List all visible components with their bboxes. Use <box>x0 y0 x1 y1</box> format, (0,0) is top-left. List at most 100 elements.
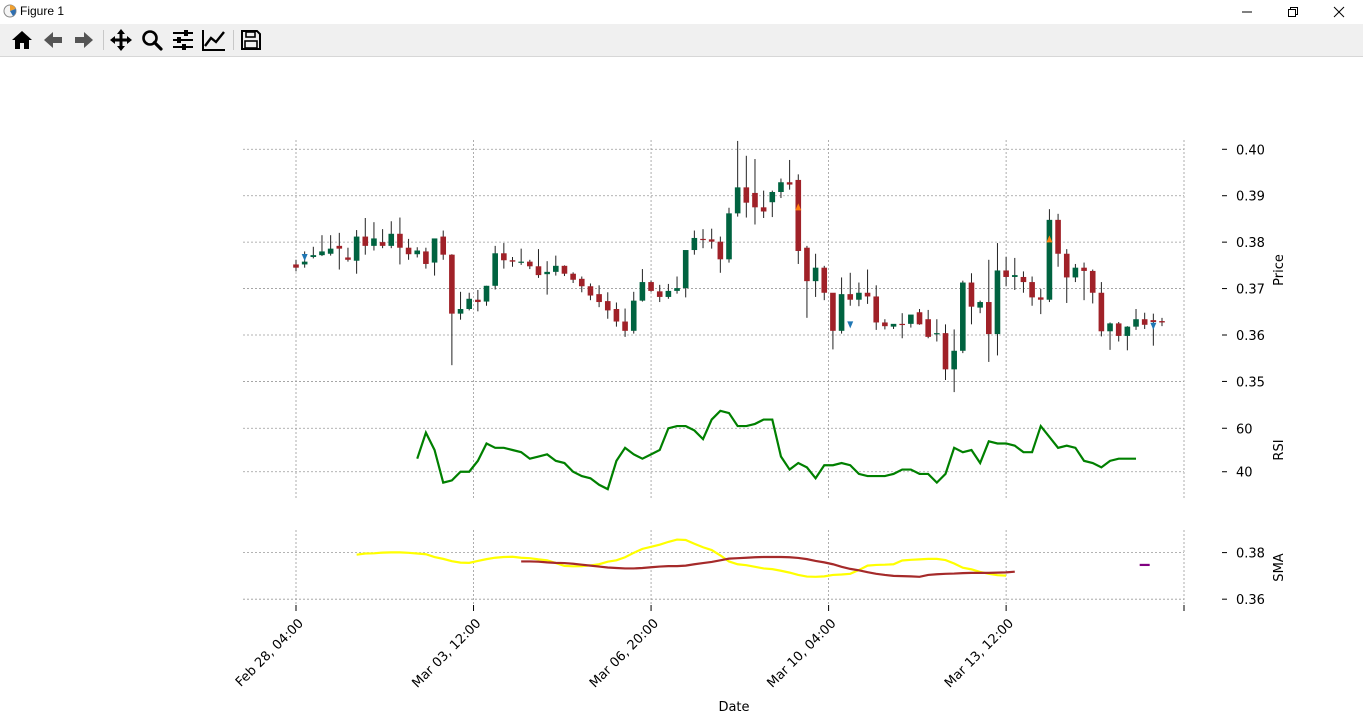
restore-button[interactable] <box>1270 0 1316 24</box>
sell-signal-marker <box>1046 235 1053 243</box>
candle-body <box>743 187 750 203</box>
rsi-series-line <box>416 409 1137 491</box>
y-axis-label: RSI <box>1272 439 1287 460</box>
candle-body <box>388 233 395 246</box>
line-chart-icon <box>202 30 225 51</box>
minimize-button[interactable] <box>1224 0 1270 24</box>
candle-body <box>899 323 905 326</box>
candle-body <box>440 236 447 255</box>
y-tick-label: 0.37 <box>1236 283 1265 298</box>
candle-body <box>700 238 706 241</box>
candle-body <box>405 247 412 255</box>
y-tick-label: 40 <box>1236 466 1253 481</box>
candle-body <box>501 253 507 261</box>
y-tick-label: 0.39 <box>1236 190 1265 205</box>
forward-button[interactable] <box>70 27 98 53</box>
x-axis-label: Date <box>718 700 749 715</box>
minimize-icon <box>1242 11 1252 13</box>
back-button[interactable] <box>39 27 67 53</box>
candle-body <box>674 288 680 291</box>
candle-body <box>449 254 455 314</box>
candle-body <box>778 182 784 192</box>
candle-body <box>856 292 862 300</box>
candle-body <box>1124 326 1131 336</box>
candle-body <box>838 294 845 331</box>
candle-body <box>431 238 438 263</box>
candle-body <box>518 261 524 263</box>
candle-body <box>457 309 464 314</box>
candle-body <box>310 255 317 257</box>
candle-body <box>1055 219 1061 254</box>
candle-body <box>1141 319 1148 325</box>
figure-canvas[interactable]: 0.35 0.36 0.37 0.38 0.39 0.40 Price 40 60 RSI 0.36… <box>0 57 1363 725</box>
title-bar: Figure 1 <box>0 0 1363 24</box>
candle-body <box>1150 320 1157 322</box>
candle-body <box>1089 270 1096 293</box>
candle-body <box>890 323 897 327</box>
candle-body <box>1115 323 1122 336</box>
candle-body <box>986 302 992 335</box>
candle-body <box>362 236 369 246</box>
candle-body <box>864 292 871 297</box>
candle-body <box>1037 297 1044 300</box>
candle-body <box>682 250 689 289</box>
navigation-toolbar <box>0 24 1363 57</box>
restore-icon <box>1288 7 1298 17</box>
candle-body <box>1046 219 1053 300</box>
candle-body <box>319 251 325 256</box>
candle-body <box>1063 253 1070 278</box>
candle-body <box>968 282 975 307</box>
candle-body <box>553 265 559 272</box>
zoom-button[interactable] <box>138 27 166 53</box>
candle-body <box>509 260 516 262</box>
candle-body <box>951 350 957 370</box>
save-button[interactable] <box>237 27 265 53</box>
candle-body <box>830 292 836 331</box>
candle-body <box>475 299 481 303</box>
close-button[interactable] <box>1316 0 1362 24</box>
candle-body <box>726 213 732 260</box>
candle-body <box>1020 276 1027 283</box>
sma-slow-series-line <box>521 555 1015 578</box>
candle-body <box>1072 267 1079 278</box>
candle-body <box>847 294 854 300</box>
candle-body <box>1159 321 1165 323</box>
candle-body <box>1098 292 1105 332</box>
candle-body <box>1003 270 1009 277</box>
subplots-button[interactable] <box>169 27 197 53</box>
candle-body <box>544 271 550 275</box>
candle-body <box>561 265 568 274</box>
window-title: Figure 1 <box>20 4 65 18</box>
home-button[interactable] <box>8 27 36 53</box>
candle-body <box>873 296 880 323</box>
candle-body <box>769 192 776 203</box>
edit-axes-button[interactable] <box>200 27 228 53</box>
candle-body <box>916 312 923 325</box>
x-tick-label: Mar 10, 04:00 <box>765 616 840 691</box>
candle-body <box>622 321 628 331</box>
candle-body <box>353 236 360 261</box>
candle-body <box>630 300 637 331</box>
y-tick-label: 0.36 <box>1236 593 1265 608</box>
candle-body <box>492 253 498 286</box>
close-icon <box>1333 6 1345 18</box>
pan-button[interactable] <box>107 27 135 53</box>
candle-body <box>960 282 966 351</box>
matplotlib-icon <box>3 4 17 18</box>
toolbar-separator <box>233 30 234 50</box>
floppy-disk-icon <box>241 30 261 50</box>
x-tick-label: Feb 28, 04:00 <box>233 616 307 690</box>
candle-body <box>812 267 819 282</box>
sliders-icon <box>173 30 193 50</box>
x-tick-label: Mar 03, 12:00 <box>409 616 484 691</box>
y-axis-label: Price <box>1272 254 1287 286</box>
buy-signal-marker <box>301 254 308 261</box>
candle-body <box>977 302 983 308</box>
candle-body <box>994 270 1001 335</box>
candle-body <box>1133 319 1139 327</box>
candle-body <box>535 266 542 276</box>
candle-body <box>734 187 741 214</box>
home-icon <box>12 31 32 49</box>
candle-body <box>648 282 654 291</box>
y-tick-label: 0.38 <box>1236 236 1265 251</box>
